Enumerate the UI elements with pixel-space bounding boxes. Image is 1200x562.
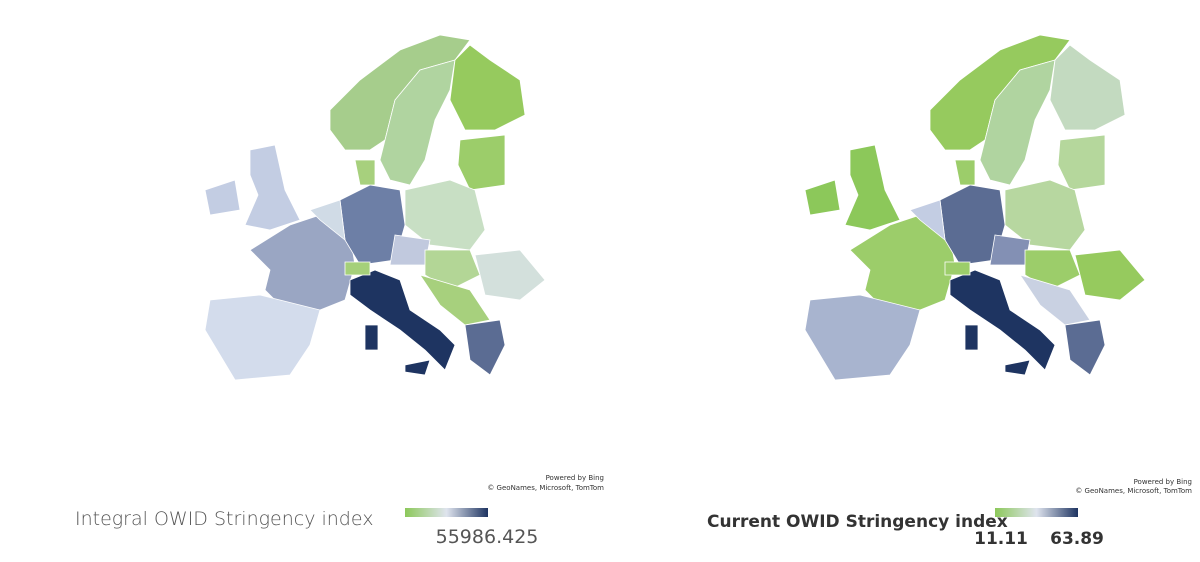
country-sardinia [364,324,379,351]
attribution: © GeoNames, Microsoft, TomTom [1075,487,1192,495]
legend-label: 55986.425 [436,526,539,548]
country-greece [464,319,506,376]
country-spain [204,294,321,381]
country-sicily [404,359,431,376]
map-left [204,34,546,381]
country-sweden [379,59,456,186]
country-czech [989,234,1031,266]
country-sweden [979,59,1056,186]
legend-gradient [995,508,1078,517]
map-right [804,34,1146,381]
country-baltics [457,134,506,191]
legend-label: 63.89 [1050,529,1104,549]
legend-label: 11.11 [974,529,1028,549]
country-italy [949,269,1056,371]
country-poland [404,179,486,251]
country-czech [389,234,431,266]
country-france [249,214,356,311]
country-romania [474,249,546,301]
country-hungary [424,249,481,291]
country-ireland [204,179,241,216]
country-baltics [1057,134,1106,191]
attribution: © GeoNames, Microsoft, TomTom [487,484,604,492]
legend-gradient [405,508,488,517]
country-poland [1004,179,1086,251]
country-finland [1049,44,1126,131]
country-balkans [419,274,491,326]
attribution: Powered by Bing [546,474,604,482]
country-ireland [804,179,841,216]
country-sicily [1004,359,1031,376]
country-swiss [944,261,971,276]
country-sardinia [964,324,979,351]
country-france [849,214,956,311]
country-denmark [954,159,976,186]
map-title: Current OWID Stringency index [707,512,1008,532]
country-uk [844,144,901,231]
country-spain [804,294,921,381]
country-finland [449,44,526,131]
country-hungary [1024,249,1081,291]
country-benelux [909,199,946,241]
country-benelux [309,199,346,241]
country-uk [244,144,301,231]
country-italy [349,269,456,371]
country-swiss [344,261,371,276]
country-balkans [1019,274,1091,326]
country-greece [1064,319,1106,376]
country-romania [1074,249,1146,301]
country-denmark [354,159,376,186]
map-title: Integral OWID Stringency index [75,508,373,530]
attribution: Powered by Bing [1134,478,1192,486]
